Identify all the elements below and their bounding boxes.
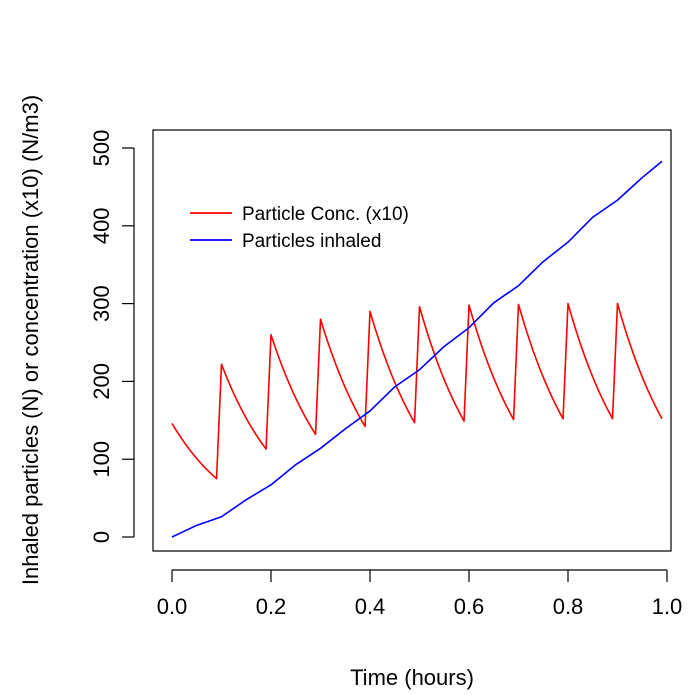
x-tick-label: 0.4: [355, 594, 386, 619]
series-line-particle-conc: [171, 302, 663, 480]
x-tick-label: 0.0: [157, 594, 188, 619]
x-tick-label: 1.0: [652, 594, 683, 619]
y-tick-label: 400: [89, 207, 114, 244]
series-line-particles-inhaled: [171, 160, 663, 538]
x-tick-label: 0.8: [553, 594, 584, 619]
y-tick-label: 100: [89, 441, 114, 478]
legend-label: Particle Conc. (x10): [242, 204, 409, 225]
y-tick-label: 300: [89, 285, 114, 322]
y-tick-label: 500: [89, 130, 114, 167]
axis-ticks: 0.0 0.2 0.4 0.6 0.8 1.0 0 100 200 300 400 500: [89, 130, 682, 619]
y-tick-label: 0: [89, 531, 114, 543]
y-tick-label: 200: [89, 363, 114, 400]
plot-frame: [152, 129, 672, 552]
x-tick-label: 0.2: [256, 594, 287, 619]
y-axis-label: Inhaled particles (N) or concentration (…: [18, 95, 43, 585]
x-tick-label: 0.6: [454, 594, 485, 619]
legend-label: Particles inhaled: [242, 231, 381, 252]
x-axis-label: Time (hours): [350, 665, 474, 690]
legend: Particle Conc. (x10) Particles inhaled: [190, 204, 409, 252]
series-layer: [171, 160, 663, 538]
